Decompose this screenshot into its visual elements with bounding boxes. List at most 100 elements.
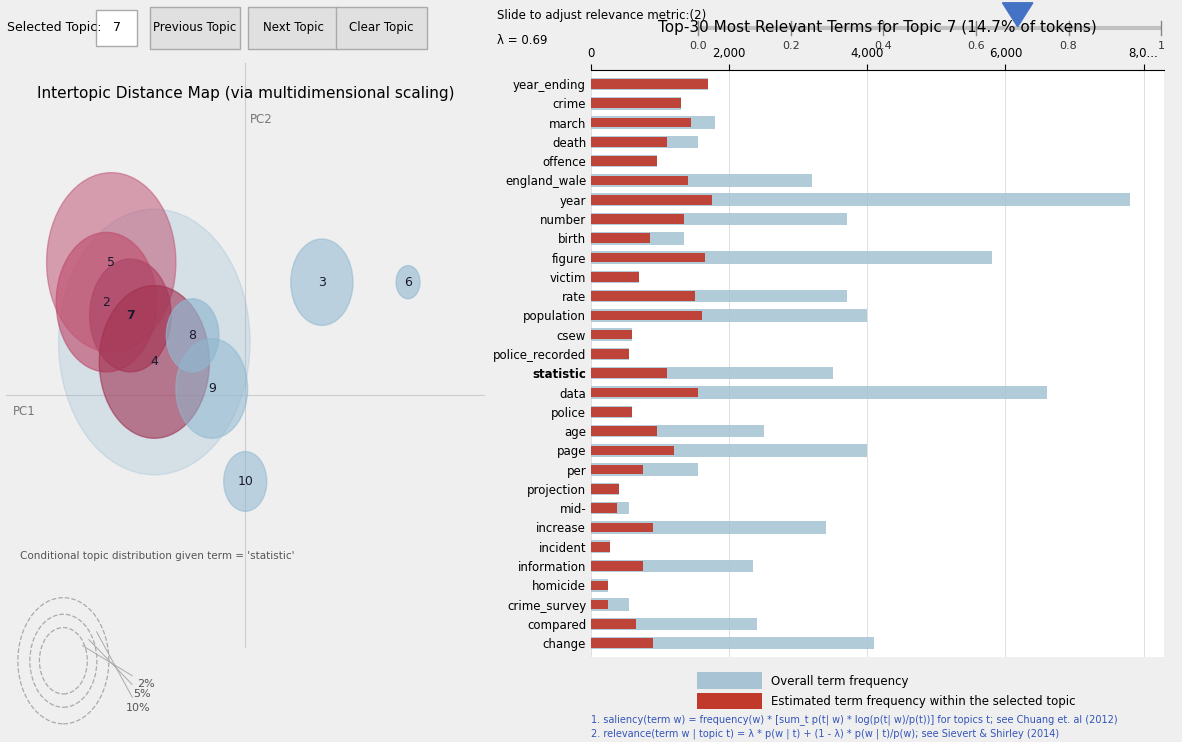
Circle shape	[59, 209, 251, 475]
Circle shape	[291, 239, 353, 326]
Bar	[591, 638, 654, 648]
Bar	[591, 407, 632, 416]
Text: 2. relevance(term w | topic t) = λ * p(w | t) + (1 - λ) * p(w | t)/p(w); see Sie: 2. relevance(term w | topic t) = λ * p(w…	[591, 729, 1059, 739]
Bar	[591, 637, 875, 649]
Text: 0.8: 0.8	[1060, 41, 1078, 50]
Bar	[591, 155, 657, 168]
Text: 9: 9	[208, 382, 215, 395]
Circle shape	[176, 338, 248, 439]
Text: 4: 4	[150, 355, 158, 369]
Bar	[591, 600, 609, 609]
Bar	[591, 232, 684, 245]
Bar	[591, 329, 632, 341]
Text: λ = 0.69: λ = 0.69	[498, 33, 548, 47]
Text: 10%: 10%	[97, 631, 150, 712]
Bar	[591, 542, 610, 551]
Bar	[591, 387, 699, 397]
Text: 10: 10	[238, 475, 253, 488]
Bar	[591, 253, 704, 263]
Bar	[591, 214, 684, 224]
Bar	[591, 425, 764, 437]
FancyBboxPatch shape	[150, 7, 240, 49]
Text: 0.4: 0.4	[875, 41, 892, 50]
Bar	[591, 540, 610, 553]
Bar	[591, 311, 701, 321]
Text: Clear Topic: Clear Topic	[349, 22, 414, 34]
Bar	[591, 406, 632, 418]
Bar	[591, 580, 609, 590]
Text: Slide to adjust relevance metric:(2): Slide to adjust relevance metric:(2)	[498, 9, 707, 22]
Text: 6: 6	[404, 276, 413, 289]
Bar	[591, 619, 636, 628]
Circle shape	[57, 232, 157, 372]
Text: 0.6: 0.6	[967, 41, 985, 50]
Bar	[591, 136, 699, 148]
Bar	[591, 561, 643, 571]
Title: Top-30 Most Relevant Terms for Topic 7 (14.7% of tokens): Top-30 Most Relevant Terms for Topic 7 (…	[658, 19, 1097, 35]
Bar	[591, 445, 674, 455]
Text: Intertopic Distance Map (via multidimensional scaling): Intertopic Distance Map (via multidimens…	[37, 86, 454, 102]
Bar	[591, 349, 629, 359]
Polygon shape	[1002, 3, 1033, 27]
Text: Overall term frequency: Overall term frequency	[771, 674, 908, 688]
Bar	[591, 617, 756, 630]
Text: Selected Topic:: Selected Topic:	[7, 22, 102, 34]
FancyBboxPatch shape	[336, 7, 427, 49]
Bar	[591, 194, 1130, 206]
Bar	[591, 579, 609, 591]
Bar	[591, 116, 715, 129]
Text: PC1: PC1	[13, 405, 35, 418]
Circle shape	[46, 173, 176, 352]
Bar	[591, 426, 657, 436]
Text: 3: 3	[318, 276, 326, 289]
Circle shape	[396, 266, 420, 299]
Bar	[591, 79, 708, 89]
Bar	[591, 484, 618, 493]
Bar	[591, 559, 753, 572]
Bar	[591, 463, 699, 476]
Bar	[591, 598, 629, 611]
Bar	[591, 444, 868, 456]
Bar	[591, 292, 695, 301]
Text: 2%: 2%	[83, 646, 155, 689]
Text: 0.2: 0.2	[781, 41, 799, 50]
Bar	[591, 290, 846, 302]
Bar	[591, 97, 681, 110]
Bar	[591, 99, 681, 108]
Bar	[591, 157, 657, 166]
Bar	[591, 503, 617, 513]
Text: 8: 8	[189, 329, 196, 342]
Bar	[591, 464, 643, 474]
Bar	[591, 272, 639, 282]
Bar	[591, 387, 1047, 398]
Bar	[591, 330, 632, 340]
Bar	[591, 368, 667, 378]
Circle shape	[167, 299, 219, 372]
Bar	[591, 234, 650, 243]
Text: Estimated term frequency within the selected topic: Estimated term frequency within the sele…	[771, 695, 1076, 708]
Bar	[591, 348, 629, 360]
Text: 5: 5	[108, 256, 115, 269]
Bar	[591, 176, 688, 186]
Circle shape	[99, 286, 209, 439]
Bar	[591, 78, 708, 91]
Bar	[591, 252, 992, 264]
Bar	[591, 137, 667, 147]
Text: PC2: PC2	[251, 113, 273, 126]
Text: 7: 7	[112, 22, 121, 34]
FancyBboxPatch shape	[248, 7, 338, 49]
Bar	[591, 367, 833, 379]
Bar	[591, 213, 846, 226]
Text: 1: 1	[1157, 41, 1164, 50]
Text: 0.0: 0.0	[689, 41, 707, 50]
FancyBboxPatch shape	[96, 10, 137, 46]
Text: Conditional topic distribution given term = 'statistic': Conditional topic distribution given ter…	[20, 551, 294, 561]
Bar	[591, 482, 618, 495]
Bar	[591, 521, 826, 533]
Bar	[591, 118, 691, 128]
Text: 7: 7	[126, 309, 135, 322]
Bar	[591, 502, 629, 514]
Bar	[591, 271, 639, 283]
Text: Next Topic: Next Topic	[262, 22, 324, 34]
Text: Previous Topic: Previous Topic	[154, 22, 236, 34]
